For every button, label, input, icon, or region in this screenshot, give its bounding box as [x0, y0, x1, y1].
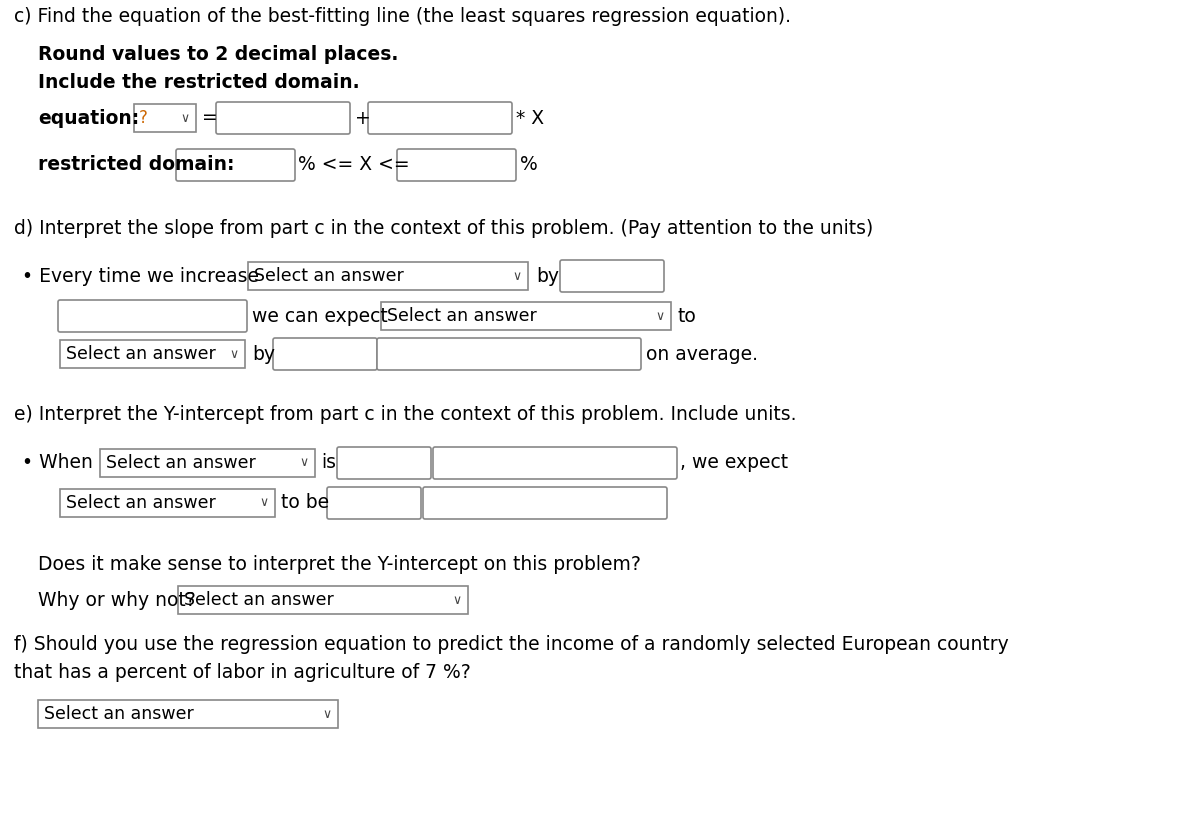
Text: by: by: [536, 267, 559, 286]
Text: Select an answer: Select an answer: [66, 494, 216, 512]
FancyBboxPatch shape: [176, 149, 295, 181]
Text: e) Interpret the Y-intercept from part c in the context of this problem. Include: e) Interpret the Y-intercept from part c…: [14, 405, 797, 425]
FancyBboxPatch shape: [134, 104, 196, 132]
Text: c) Find the equation of the best-fitting line (the least squares regression equa: c) Find the equation of the best-fitting…: [14, 7, 791, 26]
FancyBboxPatch shape: [100, 449, 315, 477]
Text: to: to: [678, 307, 696, 325]
Text: =: =: [202, 109, 218, 128]
FancyBboxPatch shape: [248, 262, 528, 290]
Text: • When: • When: [23, 453, 93, 472]
FancyBboxPatch shape: [273, 338, 377, 370]
FancyBboxPatch shape: [58, 300, 247, 332]
Text: we can expect: we can expect: [251, 307, 388, 325]
Text: ∨: ∨: [180, 111, 189, 125]
Text: is: is: [321, 453, 336, 472]
Text: Include the restricted domain.: Include the restricted domain.: [38, 73, 359, 91]
FancyBboxPatch shape: [433, 447, 677, 479]
Text: % <= X <=: % <= X <=: [298, 155, 409, 175]
Text: Select an answer: Select an answer: [106, 454, 256, 472]
Text: on average.: on average.: [646, 344, 758, 364]
Text: ∨: ∨: [229, 348, 238, 360]
Text: ∨: ∨: [299, 456, 308, 470]
Text: * X: * X: [516, 109, 544, 128]
Text: Why or why not?: Why or why not?: [38, 590, 196, 609]
FancyBboxPatch shape: [560, 260, 664, 292]
Text: restricted domain:: restricted domain:: [38, 155, 235, 175]
Text: Select an answer: Select an answer: [387, 307, 537, 325]
Text: • Every time we increase: • Every time we increase: [23, 267, 259, 286]
Text: Round values to 2 decimal places.: Round values to 2 decimal places.: [38, 45, 398, 64]
Text: ?: ?: [139, 109, 153, 127]
Text: Does it make sense to interpret the Y-intercept on this problem?: Does it make sense to interpret the Y-in…: [38, 554, 640, 573]
Text: Select an answer: Select an answer: [66, 345, 216, 363]
Text: by: by: [251, 344, 275, 364]
FancyBboxPatch shape: [397, 149, 516, 181]
FancyBboxPatch shape: [377, 338, 640, 370]
FancyBboxPatch shape: [337, 447, 431, 479]
FancyBboxPatch shape: [60, 340, 246, 368]
Text: equation:: equation:: [38, 109, 139, 128]
Text: to be: to be: [281, 493, 330, 512]
Text: Select an answer: Select an answer: [184, 591, 333, 609]
Text: Select an answer: Select an answer: [254, 267, 403, 285]
Text: that has a percent of labor in agriculture of 7 %?: that has a percent of labor in agricultu…: [14, 662, 471, 681]
FancyBboxPatch shape: [60, 489, 275, 517]
Text: ∨: ∨: [655, 309, 664, 323]
FancyBboxPatch shape: [327, 487, 421, 519]
Text: d) Interpret the slope from part c in the context of this problem. (Pay attentio: d) Interpret the slope from part c in th…: [14, 218, 873, 237]
FancyBboxPatch shape: [178, 586, 468, 614]
Text: +: +: [355, 109, 371, 128]
Text: ∨: ∨: [452, 594, 461, 606]
FancyBboxPatch shape: [381, 302, 671, 330]
FancyBboxPatch shape: [423, 487, 667, 519]
Text: f) Should you use the regression equation to predict the income of a randomly se: f) Should you use the regression equatio…: [14, 635, 1009, 654]
Text: ∨: ∨: [323, 707, 331, 721]
FancyBboxPatch shape: [216, 102, 350, 134]
FancyBboxPatch shape: [38, 700, 338, 728]
Text: ∨: ∨: [512, 269, 521, 283]
Text: , we expect: , we expect: [680, 453, 789, 472]
Text: %: %: [519, 155, 537, 175]
FancyBboxPatch shape: [368, 102, 512, 134]
Text: Select an answer: Select an answer: [44, 705, 193, 723]
Text: ∨: ∨: [259, 497, 268, 509]
